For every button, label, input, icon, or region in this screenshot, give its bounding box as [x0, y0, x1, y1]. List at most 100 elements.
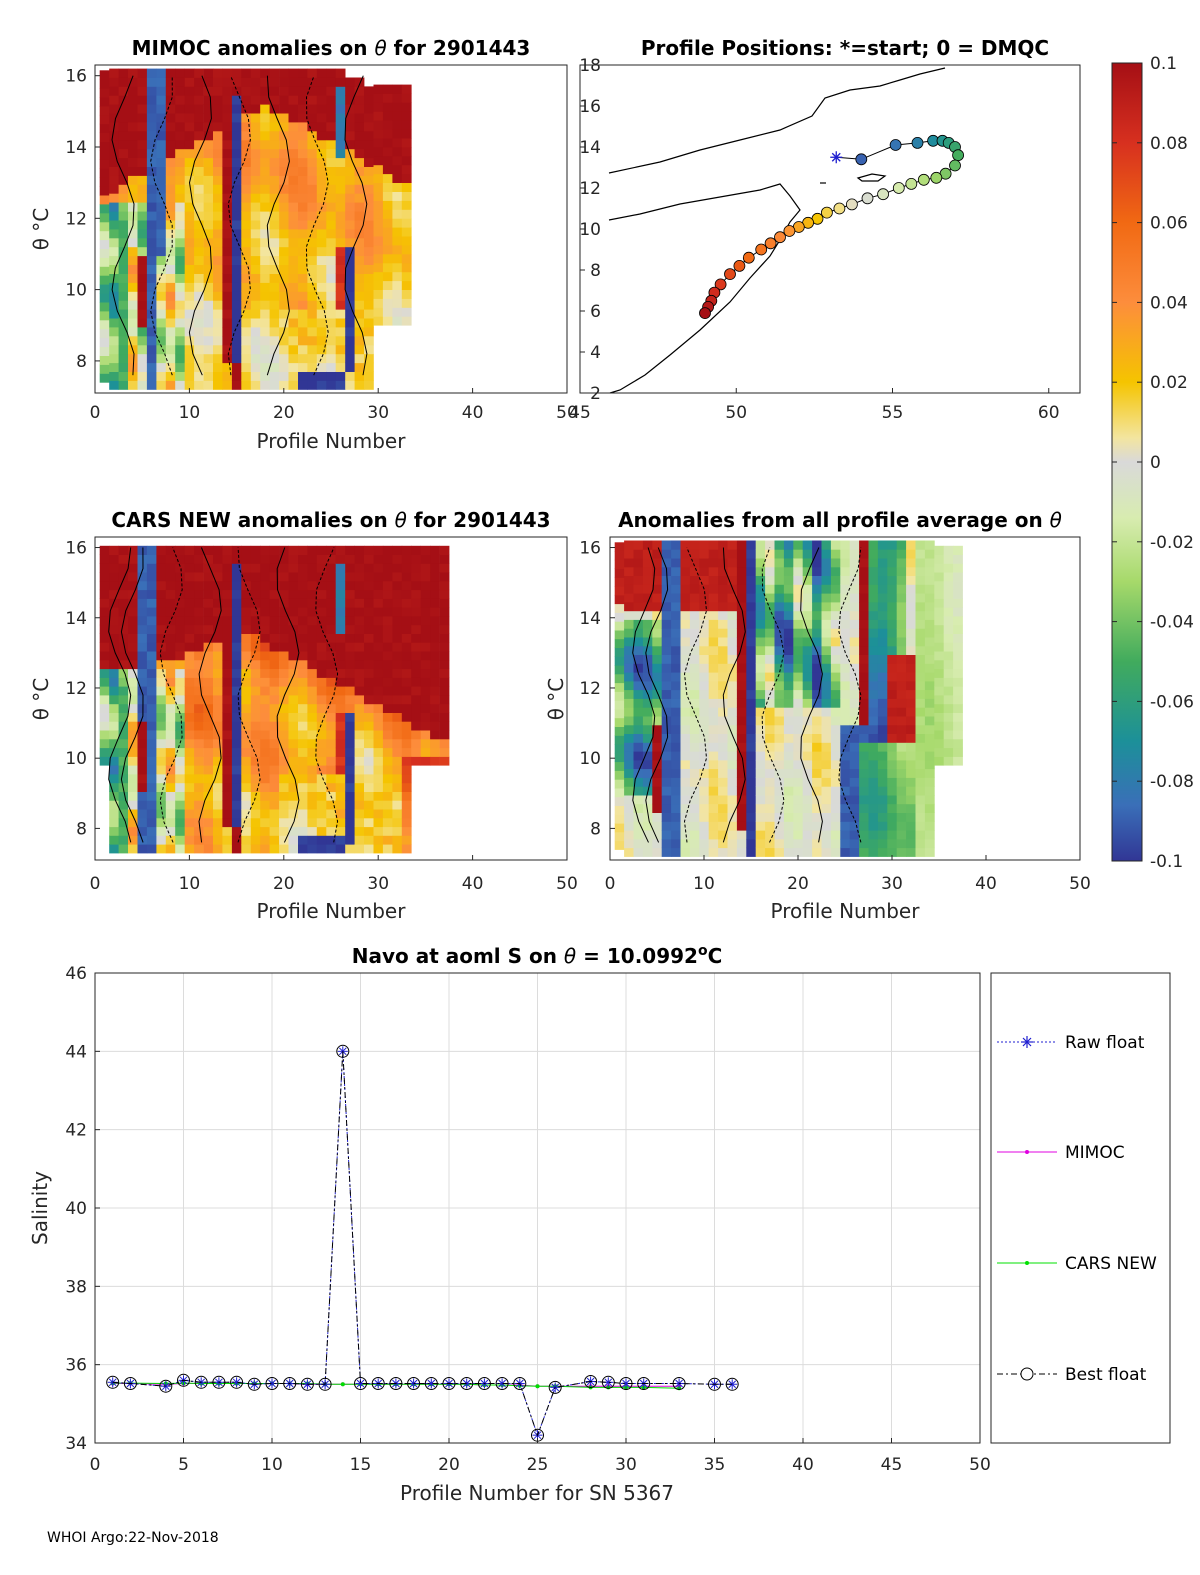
- mimoc-cell: [269, 282, 280, 292]
- dot-icon: [1025, 1261, 1029, 1265]
- cars-cell: [439, 712, 450, 722]
- anom-cell: [934, 607, 945, 617]
- cars-cell: [203, 809, 214, 819]
- cars-cell: [109, 580, 119, 591]
- cars-cell: [354, 642, 365, 652]
- cars-cell: [109, 624, 119, 634]
- anom-cell: [849, 847, 860, 857]
- mimoc-cell: [128, 113, 138, 123]
- mimoc-cell: [298, 291, 308, 301]
- mimoc-cell: [146, 309, 157, 319]
- cars-cell: [184, 774, 195, 784]
- anom-cell: [849, 619, 860, 629]
- anom-cell: [614, 603, 625, 613]
- contour-line: [188, 75, 212, 376]
- mimoc-cell: [279, 237, 289, 248]
- cars-cell: [99, 616, 110, 626]
- anom-cell: [849, 628, 860, 638]
- cars-cell: [194, 809, 204, 819]
- mimoc-cell: [137, 148, 148, 159]
- anom-cell: [830, 540, 841, 550]
- mimoc-cell: [260, 157, 270, 167]
- mimoc-cell: [146, 237, 157, 248]
- cars-cell: [288, 835, 299, 845]
- mimoc-xtick-label: 40: [462, 403, 484, 423]
- panel-anomalies-xticks: 0 10 20 30 40 50: [605, 855, 1091, 894]
- mimoc-cell: [231, 336, 242, 346]
- mimoc-cell: [279, 202, 289, 212]
- cars-cell: [260, 712, 270, 722]
- cars-cell: [156, 791, 167, 801]
- cars-cell: [231, 633, 242, 643]
- anom-cell: [906, 680, 916, 691]
- cars-cell: [156, 756, 167, 766]
- track-point: [714, 278, 727, 291]
- cars-cell: [175, 598, 185, 608]
- anom-cell: [943, 607, 954, 617]
- mimoc-cell: [288, 86, 299, 96]
- cars-cell: [382, 756, 393, 766]
- anom-cell: [793, 803, 804, 813]
- cars-cell: [307, 756, 318, 766]
- anom-cell: [915, 558, 926, 568]
- mimoc-cell: [345, 237, 355, 248]
- anom-cell: [689, 847, 700, 857]
- anom-cell: [906, 645, 916, 655]
- cars-cell: [156, 835, 167, 845]
- cars-cell: [137, 677, 148, 687]
- mimoc-cell: [165, 104, 176, 114]
- anom-cell: [783, 733, 794, 743]
- anom-cell: [821, 759, 832, 770]
- mimoc-cell: [128, 264, 138, 274]
- anom-cell: [765, 716, 775, 726]
- cars-cell: [364, 826, 374, 836]
- mimoc-cell: [156, 148, 167, 159]
- mimoc-cell: [203, 220, 214, 230]
- mimoc-cell: [326, 104, 337, 114]
- mimoc-cell: [128, 157, 138, 167]
- anom-cell: [943, 712, 954, 722]
- mimoc-cell: [175, 327, 185, 337]
- cars-cell: [335, 659, 346, 670]
- legend-raw: Raw float: [997, 1033, 1145, 1053]
- anom-cell: [680, 838, 691, 849]
- mimoc-cell: [165, 77, 176, 87]
- anom-cell: [849, 637, 860, 647]
- mimoc-cell: [260, 353, 270, 364]
- anom-cell: [915, 566, 926, 576]
- cars-cell: [401, 607, 412, 617]
- cars-cell: [109, 738, 119, 749]
- mimoc-cell: [298, 327, 308, 337]
- cars-cell: [279, 809, 289, 819]
- mimoc-cell: [165, 327, 176, 337]
- cars-cell: [231, 747, 242, 757]
- cars-cell: [128, 651, 138, 661]
- mimoc-cell: [222, 184, 233, 194]
- cars-cell: [128, 844, 138, 854]
- mimoc-cell: [250, 246, 261, 257]
- anom-cell: [718, 777, 728, 787]
- mimoc-cell: [231, 371, 242, 381]
- mimoc-cell: [382, 129, 393, 139]
- anom-cell: [746, 768, 757, 778]
- mimoc-cell: [382, 191, 393, 201]
- cars-cell: [401, 580, 412, 591]
- mimoc-cell: [354, 282, 365, 292]
- mimoc-cell: [222, 246, 233, 257]
- anom-cell: [736, 549, 747, 559]
- anom-cell: [633, 645, 644, 655]
- mimoc-cell: [99, 79, 110, 89]
- mimoc-cell: [118, 300, 129, 310]
- mimoc-cell: [382, 254, 393, 264]
- mimoc-cell: [373, 262, 384, 273]
- anom-cell: [953, 598, 963, 608]
- anom-cell: [830, 759, 841, 770]
- anom-cell: [830, 619, 841, 629]
- cars-cell: [392, 545, 403, 555]
- anom-cell: [830, 558, 841, 568]
- mimoc-cell: [165, 273, 176, 283]
- mimoc-cell: [156, 246, 167, 257]
- mimoc-cell: [401, 182, 412, 192]
- cars-cell: [128, 633, 138, 643]
- cars-cell: [364, 765, 374, 775]
